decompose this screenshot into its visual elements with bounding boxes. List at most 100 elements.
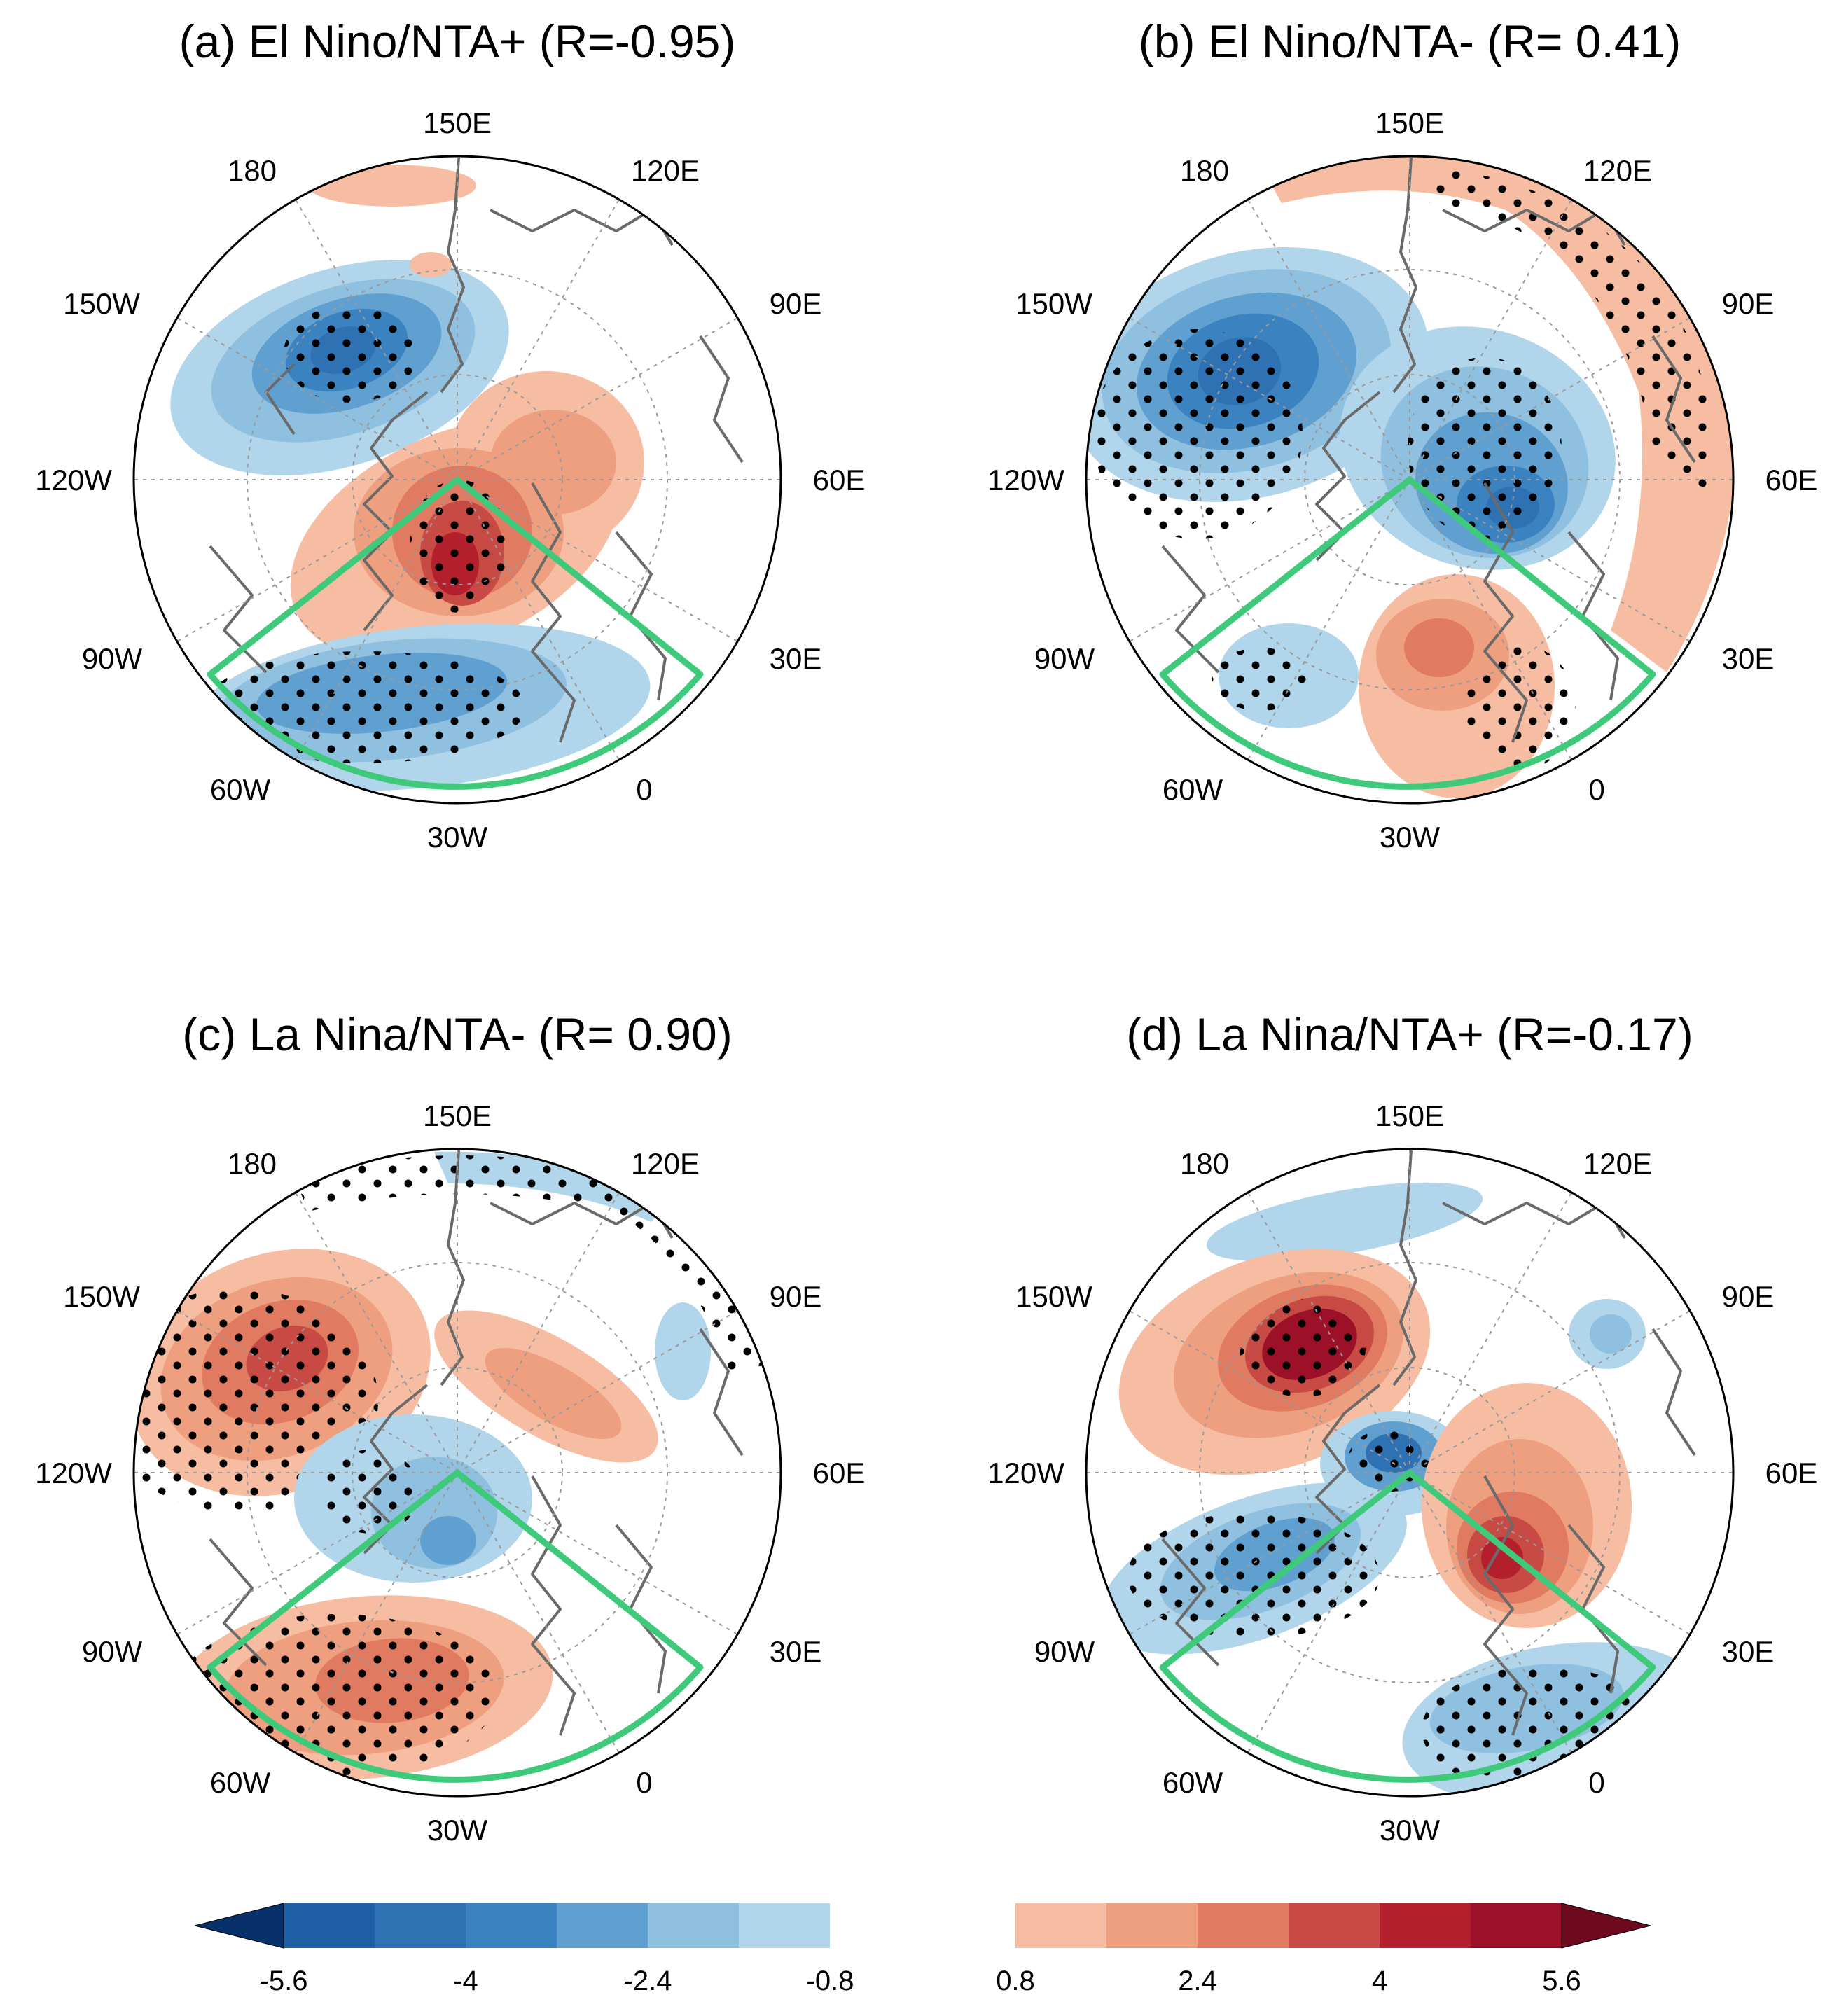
- longitude-label: 30E: [1722, 1635, 1775, 1668]
- colorbar-neg-swatch: [739, 1903, 830, 1948]
- anomaly-positive: [410, 252, 452, 277]
- longitude-label: 60W: [210, 773, 271, 806]
- longitude-label: 30W: [427, 1814, 488, 1847]
- panel-d-title: (d) La Nina/NTA+ (R=-0.17): [1126, 1008, 1693, 1060]
- longitude-label: 150W: [63, 287, 140, 320]
- colorbar-tick-label: -0.8: [806, 1966, 854, 1996]
- longitude-label: 150E: [1375, 1099, 1444, 1132]
- nta-sector-outline: [207, 1469, 704, 1783]
- panel-a: (a) El Nino/NTA+ (R=-0.95): [35, 15, 865, 854]
- anomaly-positive: [308, 165, 476, 207]
- longitude-label: 90E: [770, 1280, 822, 1313]
- longitude-label: 150E: [1375, 106, 1444, 139]
- panel-d-lon-labels: 150E 120E 90E 60E 30E 0 30W 60W 90W 120W…: [987, 1099, 1817, 1847]
- colorbar-neg-swatch: [466, 1903, 557, 1948]
- longitude-label: 0: [1588, 773, 1604, 806]
- longitude-label: 180: [1180, 154, 1229, 187]
- longitude-label: 120W: [35, 464, 112, 496]
- longitude-label: 60W: [1163, 773, 1223, 806]
- panel-d: (d) La Nina/NTA+ (R=-0.17): [987, 1008, 1817, 1847]
- panel-c-map: [134, 1149, 781, 1780]
- longitude-label: 120W: [987, 464, 1064, 496]
- longitude-label: 60W: [1163, 1766, 1223, 1799]
- longitude-label: 90W: [82, 1635, 143, 1668]
- longitude-label: 30E: [1722, 642, 1775, 675]
- longitude-label: 120E: [1583, 1147, 1652, 1180]
- colorbar-neg-arrow: [194, 1903, 284, 1949]
- longitude-label: 120E: [1583, 154, 1652, 187]
- panel-c-lon-labels: 150E 120E 90E 60E 30E 0 30W 60W 90W 120W…: [35, 1099, 865, 1847]
- longitude-label: 180: [228, 154, 277, 187]
- colorbar-tick-label: 5.6: [1542, 1966, 1581, 1996]
- anomaly-positive: [485, 1348, 622, 1439]
- anomaly-negative: [655, 1302, 711, 1400]
- anomaly-positive: [490, 410, 616, 515]
- anomaly-negative: [1206, 1182, 1483, 1262]
- longitude-label: 150E: [423, 1099, 492, 1132]
- colorbar-negative: -5.6 -4 -2.4 -0.8: [194, 1903, 854, 1996]
- longitude-label: 90E: [1722, 1280, 1775, 1313]
- colorbar-pos-swatch: [1289, 1903, 1380, 1948]
- longitude-label: 30W: [1380, 1814, 1441, 1847]
- longitude-label: 60E: [1765, 1457, 1818, 1489]
- colorbar-tick-label: -5.6: [260, 1966, 308, 1996]
- colorbar-pos-swatch: [1015, 1903, 1106, 1948]
- anomaly-positive: [1481, 1537, 1523, 1579]
- colorbar-neg-swatch: [648, 1903, 739, 1948]
- nta-sector-outline: [207, 476, 704, 790]
- longitude-label: 0: [1588, 1766, 1604, 1799]
- colorbar-pos-swatch: [1106, 1903, 1198, 1948]
- nta-sector-outline: [1159, 1469, 1656, 1783]
- longitude-label: 30E: [770, 642, 822, 675]
- panel-a-map: [134, 156, 781, 791]
- colorbar-tick-label: -2.4: [624, 1966, 672, 1996]
- longitude-label: 150W: [1015, 287, 1092, 320]
- longitude-label: 30W: [1380, 821, 1441, 854]
- colorbar-pos-swatch: [1198, 1903, 1289, 1948]
- colorbar-neg-swatch: [375, 1903, 466, 1948]
- longitude-label: 60E: [1765, 464, 1818, 496]
- longitude-label: 90E: [770, 287, 822, 320]
- longitude-label: 150W: [63, 1280, 140, 1313]
- nta-sector-outline: [1159, 476, 1656, 790]
- colorbar-pos-swatch: [1471, 1903, 1562, 1948]
- longitude-label: 90W: [1034, 1635, 1095, 1668]
- longitude-label: 90W: [82, 642, 143, 675]
- anomaly-negative: [1590, 1314, 1632, 1354]
- longitude-label: 60E: [813, 464, 866, 496]
- anomaly-positive: [1404, 618, 1474, 677]
- panel-a-title: (a) El Nino/NTA+ (R=-0.95): [179, 15, 736, 67]
- longitude-label: 120E: [631, 154, 700, 187]
- colorbar-pos-arrow: [1561, 1903, 1651, 1949]
- colorbar-tick-label: -4: [453, 1966, 478, 1996]
- longitude-label: 150E: [423, 106, 492, 139]
- longitude-label: 0: [636, 1766, 652, 1799]
- panel-c: (c) La Nina/NTA- (R= 0.90): [35, 1008, 865, 1847]
- longitude-label: 120E: [631, 1147, 700, 1180]
- colorbar-pos-swatch: [1380, 1903, 1471, 1948]
- colorbar-tick-label: 4: [1372, 1966, 1387, 1996]
- longitude-label: 60E: [813, 1457, 866, 1489]
- longitude-label: 180: [228, 1147, 277, 1180]
- panel-b-map: [1086, 156, 1733, 798]
- colorbar-tick-label: 2.4: [1178, 1966, 1217, 1996]
- anomaly-negative: [420, 1516, 476, 1565]
- colorbar-neg-swatch: [557, 1903, 648, 1948]
- longitude-label: 0: [636, 773, 652, 806]
- colorbar-positive: 0.8 2.4 4 5.6: [996, 1903, 1651, 1996]
- longitude-label: 120W: [35, 1457, 112, 1489]
- longitude-label: 120W: [987, 1457, 1064, 1489]
- longitude-label: 60W: [210, 1766, 271, 1799]
- colorbar-tick-label: 0.8: [996, 1966, 1035, 1996]
- longitude-label: 90E: [1722, 287, 1775, 320]
- longitude-label: 180: [1180, 1147, 1229, 1180]
- longitude-label: 90W: [1034, 642, 1095, 675]
- longitude-label: 30W: [427, 821, 488, 854]
- panel-b-lon-labels: 150E 120E 90E 60E 30E 0 30W 60W 90W 120W…: [987, 106, 1817, 854]
- panel-d-map: [1086, 1149, 1733, 1796]
- panel-b: (b) El Nino/NTA- (R= 0.41): [987, 15, 1817, 854]
- longitude-label: 150W: [1015, 1280, 1092, 1313]
- panel-a-lon-labels: 150E 120E 90E 60E 30E 0 30W 60W 90W 120W…: [35, 106, 865, 854]
- longitude-label: 30E: [770, 1635, 822, 1668]
